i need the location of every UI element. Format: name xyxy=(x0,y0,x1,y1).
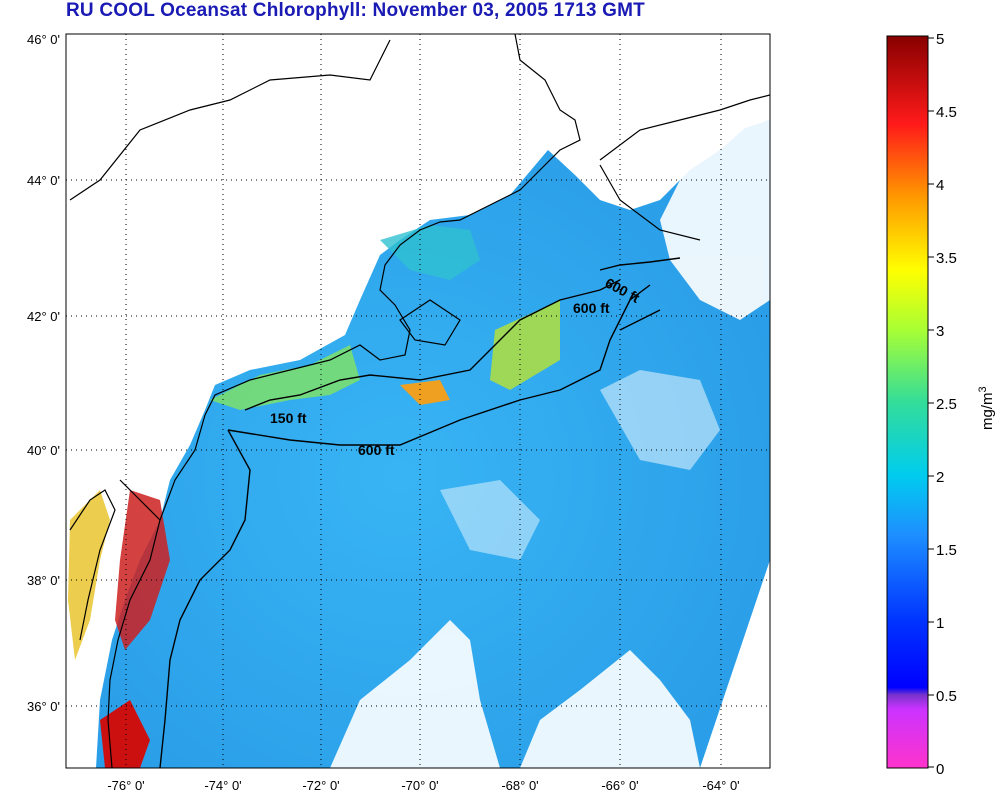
contour-label: 150 ft xyxy=(270,410,307,426)
coastal-chlorophyll xyxy=(68,225,560,768)
lon-tick-label: -66° 0' xyxy=(601,778,638,793)
frame-ticks xyxy=(65,33,771,769)
colorbar-tick-label: 3.5 xyxy=(936,250,957,267)
colorbar-tick-label: 4 xyxy=(936,177,944,194)
depth-contours xyxy=(159,257,681,768)
colorbar-tick-label: 0 xyxy=(936,761,944,778)
ocean-swath xyxy=(96,120,770,768)
lon-tick-label: -68° 0' xyxy=(501,778,538,793)
contour-label: 600 ft xyxy=(573,300,610,316)
colorbar-tick-label: 1.5 xyxy=(936,542,957,559)
coastline xyxy=(69,34,770,768)
lon-tick-label: -70° 0' xyxy=(401,778,438,793)
lon-tick-label: -74° 0' xyxy=(204,778,241,793)
lon-tick-label: -76° 0' xyxy=(107,778,144,793)
lon-tick-label: -72° 0' xyxy=(302,778,339,793)
colorbar-unit-exponent: 3 xyxy=(977,386,989,392)
page-title: RU COOL Oceansat Chlorophyll: November 0… xyxy=(66,0,645,21)
lat-tick-label: 46° 0' xyxy=(27,32,60,47)
contour-label: 600 ft xyxy=(358,442,395,458)
latitude-axis: 46° 0' 44° 0' 42° 0' 40° 0' 38° 0' 36° 0… xyxy=(27,32,60,714)
map-panel xyxy=(65,33,771,769)
colorbar-tick-label: 1 xyxy=(936,615,944,632)
colorbar-tick-label: 3 xyxy=(936,323,944,340)
colorbar-unit: mg/m xyxy=(979,393,996,431)
lat-tick-label: 44° 0' xyxy=(27,173,60,188)
colorbar: 5 4.5 4 3.5 3 2.5 2 1.5 1 0.5 0 mg/m3 xyxy=(886,31,996,778)
longitude-axis: -76° 0' -74° 0' -72° 0' -70° 0' -68° 0' … xyxy=(107,778,739,793)
lat-tick-label: 42° 0' xyxy=(27,309,60,324)
colorbar-unit-label: mg/m3 xyxy=(977,386,996,430)
colorbar-tick-label: 2.5 xyxy=(936,396,957,413)
lat-tick-label: 40° 0' xyxy=(27,443,60,458)
lat-tick-label: 36° 0' xyxy=(27,699,60,714)
lat-tick-label: 38° 0' xyxy=(27,573,60,588)
cloud-cover xyxy=(330,120,770,768)
colorbar-gradient xyxy=(886,35,929,769)
colorbar-tick-label: 4.5 xyxy=(936,104,957,121)
colorbar-tick-label: 2 xyxy=(936,469,944,486)
colorbar-tick-label: 5 xyxy=(936,31,944,48)
lon-tick-label: -64° 0' xyxy=(702,778,739,793)
colorbar-tick-label: 0.5 xyxy=(936,688,957,705)
